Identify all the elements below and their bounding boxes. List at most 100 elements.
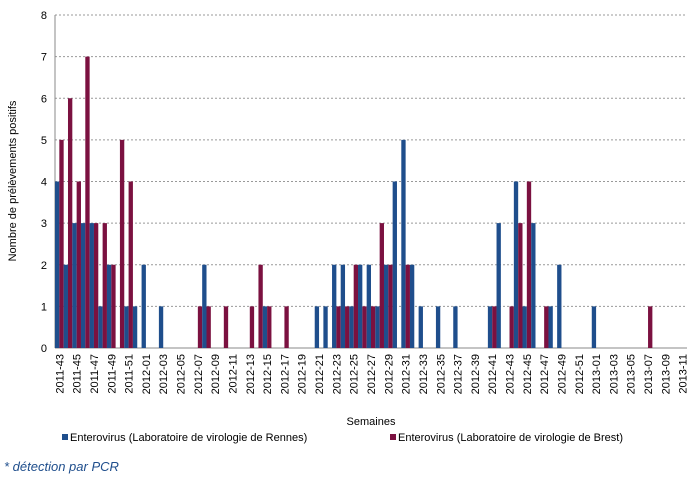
bar — [80, 223, 86, 348]
bar — [223, 306, 229, 348]
bar — [405, 264, 410, 348]
legend-label: Enterovirus (Laboratoire de virologie de… — [70, 432, 307, 444]
bar — [518, 223, 523, 348]
bar — [544, 306, 549, 348]
y-tick-label: 1 — [41, 301, 47, 313]
bar — [132, 306, 138, 348]
bar — [522, 306, 527, 348]
x-tick-label: 2012-47 — [539, 354, 551, 394]
bar — [141, 264, 146, 348]
bar — [72, 223, 77, 348]
bar — [526, 181, 532, 348]
x-tick-label: 2012-23 — [331, 354, 343, 394]
x-tick-label: 2012-03 — [158, 354, 170, 394]
y-tick-label: 0 — [41, 343, 47, 355]
x-tick-label: 2013-03 — [608, 354, 620, 394]
x-tick-label: 2012-21 — [314, 354, 326, 394]
bar — [206, 306, 211, 348]
bar — [102, 223, 107, 348]
bar — [314, 306, 320, 348]
bar — [93, 223, 99, 348]
legend-swatch — [390, 434, 396, 440]
bar — [513, 181, 519, 348]
legend-swatch — [62, 434, 68, 440]
bar — [267, 306, 272, 348]
x-tick-label: 2012-29 — [383, 354, 395, 394]
bar — [531, 223, 536, 348]
x-tick-label: 2012-19 — [297, 354, 309, 394]
footnote: * détection par PCR — [4, 459, 119, 474]
x-tick-label: 2012-33 — [418, 354, 430, 394]
bar — [366, 264, 371, 348]
x-tick-label: 2013-11 — [678, 354, 690, 394]
bar — [388, 264, 393, 348]
x-axis-label: Semaines — [347, 416, 396, 428]
x-tick-label: 2013-01 — [591, 354, 603, 394]
x-tick-label: 2012-27 — [366, 354, 378, 394]
y-tick-label: 2 — [41, 260, 47, 272]
x-tick-label: 2012-31 — [401, 354, 413, 394]
x-tick-label: 2012-09 — [210, 354, 222, 394]
x-tick-label: 2012-41 — [487, 354, 499, 394]
bar — [509, 306, 514, 348]
bar — [76, 181, 81, 348]
x-tick-label: 2012-51 — [574, 354, 586, 394]
bar — [332, 264, 337, 348]
bar — [258, 264, 263, 348]
bar — [383, 264, 389, 348]
bar — [98, 306, 103, 348]
x-tick-label: 2013-09 — [660, 354, 672, 394]
x-tick-label: 2012-15 — [262, 354, 274, 394]
bar — [55, 181, 60, 348]
bar — [435, 306, 441, 348]
x-tick-label: 2012-35 — [435, 354, 447, 394]
x-tick-label: 2013-07 — [643, 354, 655, 394]
bar — [111, 264, 116, 348]
bar — [63, 264, 68, 348]
x-tick-label: 2011-47 — [89, 354, 101, 394]
bar — [371, 306, 376, 348]
x-tick-label: 2012-11 — [227, 354, 239, 394]
legend-label: Enterovirus (Laboratoire de virologie de… — [398, 432, 623, 444]
bar — [379, 223, 384, 348]
bar — [124, 306, 129, 348]
bar — [202, 264, 207, 348]
y-tick-label: 3 — [41, 218, 47, 230]
x-tick-label: 2012-01 — [141, 354, 153, 394]
bar — [392, 181, 397, 348]
x-tick-label: 2012-37 — [453, 354, 465, 394]
bar — [89, 223, 94, 348]
bar — [548, 306, 553, 348]
bar — [59, 139, 64, 348]
x-tick-label: 2011-51 — [124, 354, 136, 394]
bar — [591, 306, 597, 348]
bar — [284, 306, 289, 348]
bar — [375, 306, 380, 348]
bar — [340, 264, 346, 348]
bar — [128, 181, 133, 348]
y-tick-label: 5 — [41, 135, 47, 147]
bar — [249, 306, 255, 348]
bar — [648, 306, 653, 348]
x-tick-label: 2012-39 — [470, 354, 482, 394]
y-tick-label: 8 — [41, 10, 47, 22]
x-tick-label: 2012-05 — [176, 354, 188, 394]
y-tick-label: 4 — [41, 177, 47, 189]
x-tick-label: 2012-43 — [505, 354, 517, 394]
x-tick-label: 2012-45 — [522, 354, 534, 394]
x-tick-label: 2012-49 — [556, 354, 568, 394]
x-tick-label: 2012-17 — [279, 354, 291, 394]
bar — [557, 264, 562, 348]
bar — [353, 264, 359, 348]
bar — [453, 306, 458, 348]
x-tick-label: 2011-45 — [72, 354, 84, 394]
bar — [409, 264, 415, 348]
bar — [262, 306, 268, 348]
x-tick-label: 2012-07 — [193, 354, 205, 394]
bar — [362, 306, 367, 348]
bar — [85, 56, 90, 348]
bar — [401, 139, 406, 348]
bar — [487, 306, 493, 348]
bar — [418, 306, 423, 348]
